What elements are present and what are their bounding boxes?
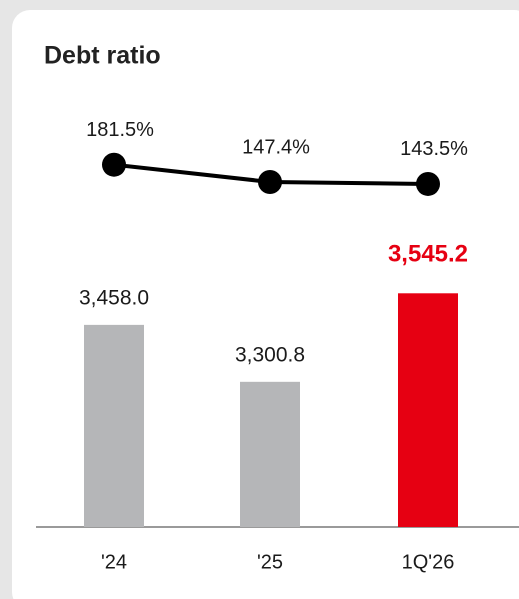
line-value-label: 181.5% bbox=[86, 119, 154, 141]
x-tick-label: '24 bbox=[101, 551, 127, 573]
chart-title: Debt ratio bbox=[44, 42, 161, 70]
line-point bbox=[416, 171, 440, 196]
line-value-label: 143.5% bbox=[400, 138, 468, 160]
line-value-label: 147.4% bbox=[242, 136, 310, 158]
bar-value-label: 3,458.0 bbox=[79, 286, 149, 309]
bar-value-label: 3,300.8 bbox=[235, 343, 305, 366]
bar bbox=[84, 324, 144, 527]
bar bbox=[398, 293, 458, 527]
x-tick-label: 1Q'26 bbox=[402, 551, 455, 573]
x-tick-label: '25 bbox=[257, 551, 283, 573]
bar-value-label: 3,545.2 bbox=[388, 241, 468, 268]
bar bbox=[240, 381, 300, 527]
line-point bbox=[102, 152, 126, 177]
line-point bbox=[258, 169, 282, 194]
